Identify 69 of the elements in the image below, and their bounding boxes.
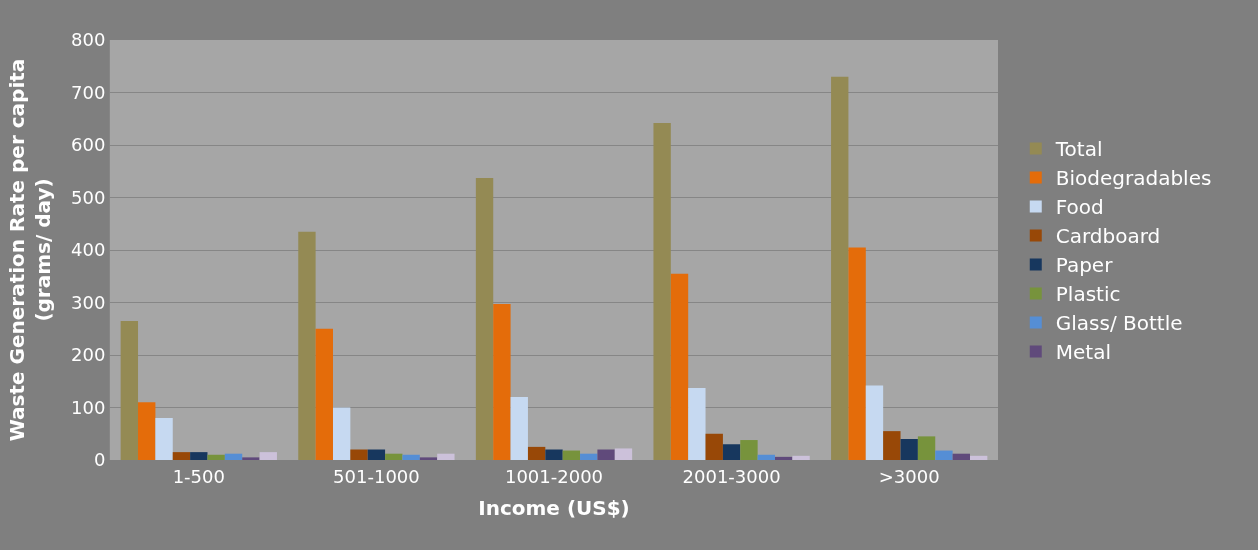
bar (865, 385, 884, 460)
bar (883, 431, 901, 460)
bar (437, 453, 455, 460)
legend-label: Cardboard (1055, 224, 1161, 249)
x-tick-label: >3000 (878, 465, 940, 487)
bar (224, 453, 243, 460)
bar (475, 178, 494, 460)
bar (670, 273, 689, 460)
bar (757, 454, 776, 460)
y-axis-title: Waste Generation Rate per capita (grams/ day) (4, 58, 55, 442)
bar (597, 449, 615, 460)
y-tick-label: 100 (71, 396, 106, 418)
bar (385, 453, 403, 460)
bar (207, 454, 225, 460)
bar (740, 440, 758, 460)
bar (580, 453, 598, 460)
bar (562, 450, 581, 460)
bar (402, 454, 420, 460)
bar (935, 450, 953, 460)
bar (172, 452, 191, 460)
bar (614, 448, 633, 460)
bar (848, 247, 866, 460)
bar (775, 456, 793, 460)
y-tick-label: 400 (71, 239, 106, 261)
bar (242, 457, 260, 460)
bar (705, 433, 723, 460)
bar (917, 436, 936, 460)
bar (900, 439, 918, 460)
x-tick-label: 1-500 (172, 465, 225, 487)
legend-label: Metal (1055, 340, 1111, 365)
bar (510, 397, 528, 460)
legend-label: Glass/ Bottle (1055, 311, 1183, 336)
y-tick-label: 200 (71, 344, 106, 366)
legend-label: Biodegradables (1055, 166, 1212, 191)
x-tick-label: 1001-2000 (504, 465, 604, 487)
bar (298, 231, 316, 460)
bar (653, 122, 671, 460)
bar (367, 449, 386, 460)
legend-label: Food (1055, 195, 1104, 220)
bar (688, 388, 706, 460)
y-tick-label: 600 (71, 134, 106, 156)
legend-label: Paper (1055, 253, 1114, 278)
bar (831, 76, 849, 460)
x-tick-label: 501-1000 (333, 465, 420, 487)
bar (952, 453, 970, 460)
bar (190, 452, 208, 460)
bar (419, 457, 438, 460)
bar (332, 407, 351, 460)
x-axis-title: Income (US$) (478, 496, 630, 521)
bar (969, 455, 988, 460)
bar (155, 418, 173, 460)
y-tick-label: 0 (93, 449, 106, 471)
y-tick-label: 500 (71, 186, 106, 208)
y-tick-label: 300 (71, 291, 106, 313)
bar (120, 320, 139, 460)
bar (792, 455, 810, 460)
bar (722, 444, 741, 460)
y-tick-label: 700 (71, 81, 106, 103)
bar (138, 402, 156, 460)
bar (527, 446, 546, 460)
bar (350, 449, 368, 460)
bar (493, 304, 511, 460)
legend-label: Plastic (1055, 282, 1121, 307)
legend-label: Total (1054, 137, 1103, 162)
x-tick-label: 2001-3000 (682, 465, 781, 487)
y-tick-label: 800 (71, 29, 106, 51)
bar (315, 328, 333, 460)
bar (259, 452, 277, 460)
bar (545, 449, 563, 460)
